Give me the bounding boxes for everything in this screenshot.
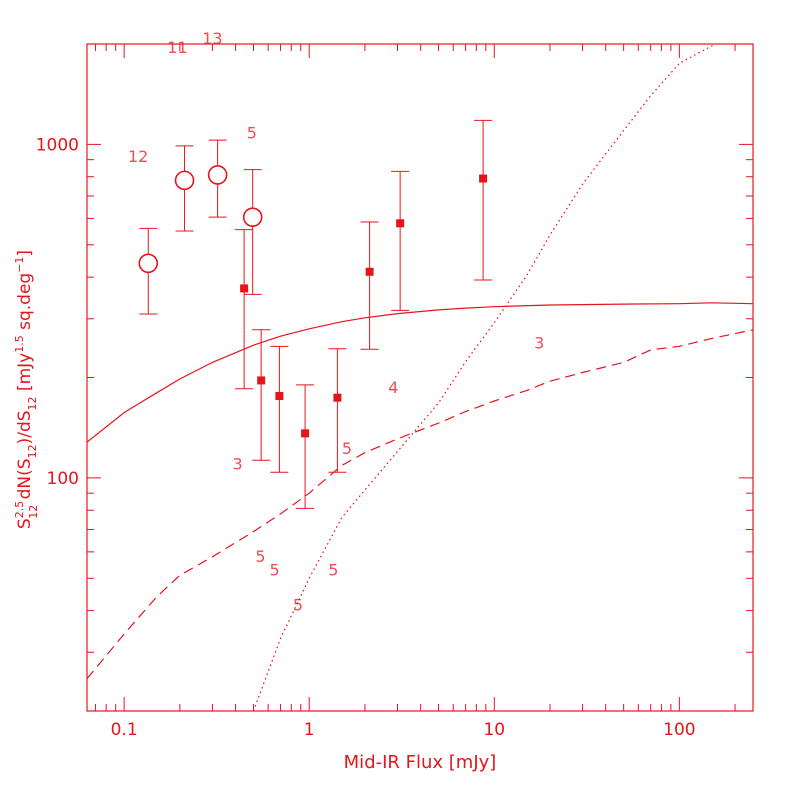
data-point-square [396,219,405,228]
y-axis-label-part: 12 [27,505,40,519]
model-curve-solid [87,302,753,443]
data-point-square [333,393,342,402]
data-point-square [240,284,249,293]
y-axis-label-part: 12 [26,396,39,410]
data-point-circle [242,207,263,227]
y-axis-label-part: S [15,518,35,529]
x-axis-label: Mid-IR Flux [mJy] [344,752,497,773]
annotation-label: 13 [202,29,222,48]
plot-frame [86,43,754,712]
y-tick-label: 100 [47,469,79,489]
axis-labels: Mid-IR Flux [mJy]S2.512 dN(S12)/dS12 [mJ… [13,250,496,773]
y-axis-label-part: ] [15,250,35,257]
y-axis-label-part: 1.5 [13,335,26,353]
y-axis-label: S2.512 dN(S12)/dS12 [mJy1.5 sq.deg−1] [13,250,40,529]
data-point-square [301,429,310,438]
annotation-label: 4 [388,378,398,397]
x-tick-label: 10 [483,720,505,740]
annotation-label: 5 [269,560,279,579]
annotation-label: 5 [328,560,338,579]
y-tick-label: 1000 [36,135,79,155]
annotation-label: 5 [255,547,265,566]
plot-border [86,43,754,712]
data-points [138,119,493,509]
y-axis-label-part: [mJy [15,353,35,397]
y-axis-label-part: dN(S [15,458,35,504]
annotation-label: 12 [128,147,148,166]
annotation-label: 5 [247,124,257,143]
x-tick-label: 100 [663,720,695,740]
annotation-label: 5 [342,439,352,458]
data-point-square [365,267,374,276]
y-axis-label-part: 2.5 [13,501,26,519]
annotation-label: 11 [167,38,187,57]
data-point-circle [207,165,228,185]
y-axis-label-part: )/dS [15,410,35,444]
y-axis-label-part: −1 [13,257,26,273]
model-curve-dotted [252,44,717,711]
x-tick-label: 0.1 [111,720,138,740]
data-point-square [479,174,488,183]
x-tick-label: 1 [304,720,315,740]
data-point-circle [174,170,195,191]
model-curve-dashed [87,329,753,680]
data-point-circle [138,253,159,274]
annotation-label: 3 [232,454,242,473]
axis-ticks: 0.1 1 10 100 100 1000 [36,43,753,740]
annotation-label: 5 [293,596,303,615]
annotation-label: 3 [534,334,544,353]
y-axis-label-part: 12 [26,444,39,458]
data-point-square [257,376,266,385]
data-point-square [275,392,284,401]
model-curves [87,44,753,711]
y-axis-label-part: sq.deg [15,273,35,336]
